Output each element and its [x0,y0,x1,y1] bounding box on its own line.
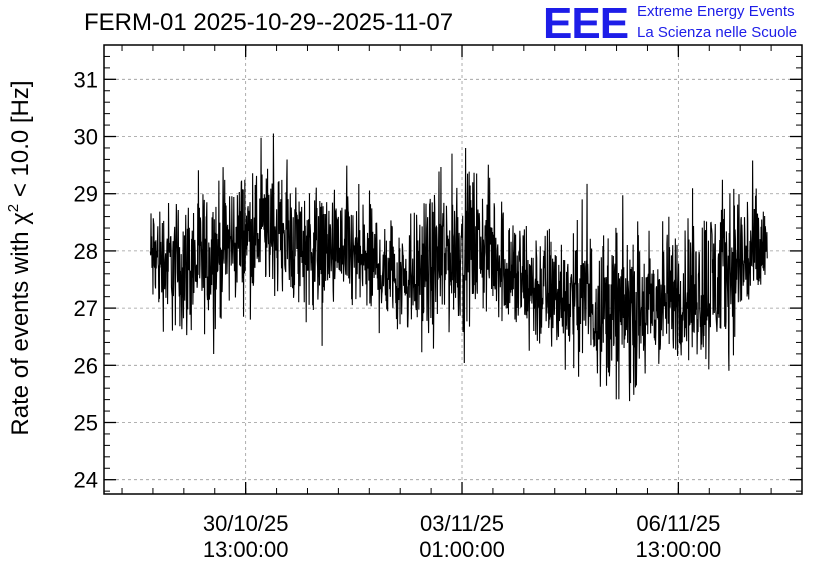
y-tick-label: 24 [74,468,98,493]
y-axis-label-tail: < 10.0 [Hz] [7,80,34,203]
y-tick-label: 30 [74,125,98,150]
rate-series [149,133,768,402]
y-tick-label: 28 [74,239,98,264]
plot-frame [103,44,803,495]
x-tick-labels: 30/10/2513:00:0003/11/2501:00:0006/11/25… [203,511,721,562]
y-tick-labels: 24 25 26 27 28 29 30 31 [74,67,98,492]
y-axis-label-sup: 2 [5,204,22,212]
x-tick-label-time: 13:00:00 [203,537,289,562]
x-tick-label-date: 30/10/25 [203,511,289,536]
y-axis-label-chi: χ [7,212,34,225]
y-tick-label: 29 [74,182,98,207]
y-tick-label: 31 [74,67,98,92]
y-tick-label: 25 [74,411,98,436]
x-tick-label-date: 06/11/25 [636,511,720,536]
x-tick-label-time: 01:00:00 [419,537,505,562]
axis-ticks [104,44,803,494]
brand-line-1: Extreme Energy Events [637,3,795,20]
y-axis-label: Rate of events with χ2 < 10.0 [Hz] [5,80,34,435]
x-tick-label-date: 03/11/25 [420,511,504,536]
y-axis-label-main: Rate of events with [7,225,34,436]
y-tick-label: 26 [74,353,98,378]
y-tick-label: 27 [74,296,98,321]
eee-logo: EEE [543,0,629,48]
rate-series-line [149,133,768,402]
brand-line-2: La Scienza nelle Scuole [637,24,798,41]
chart-title: FERM-01 2025-10-29--2025-11-07 [84,9,454,36]
x-tick-label-time: 13:00:00 [636,537,722,562]
